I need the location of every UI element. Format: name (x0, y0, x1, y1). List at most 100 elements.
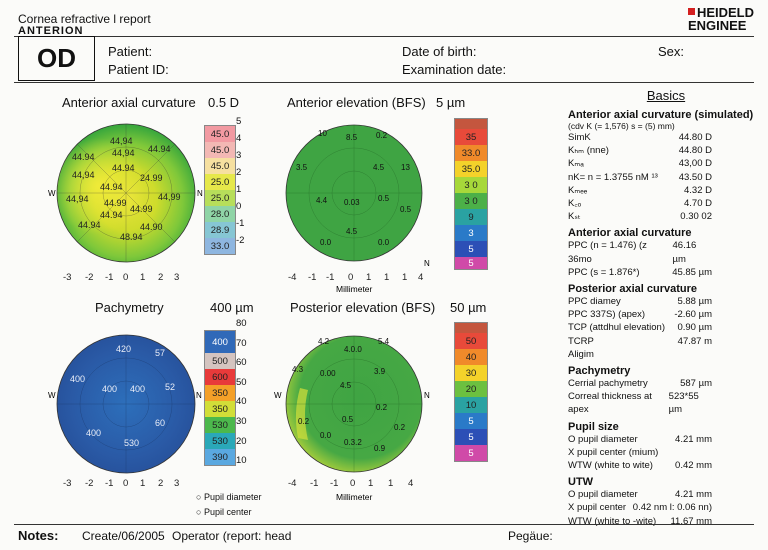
x-tick: 1 (402, 272, 407, 283)
metric-row: PPC 337S) (apex) -2.60 µm (568, 308, 764, 321)
scale-tick: 30 (236, 415, 247, 427)
scale-swatch: 390 (205, 449, 235, 465)
ant-axial-step: 0.5 D (208, 95, 240, 110)
metric-label: SimK (568, 132, 591, 143)
x-tick: -1 (326, 272, 334, 283)
post-elev-value: 0.3.2 (344, 438, 362, 447)
post-elev-value: 4.2 (318, 337, 330, 346)
x-tick: -1 (105, 478, 113, 489)
section-subtitle: (cdv K (= 1,576) s = (5) mm) (568, 121, 675, 131)
metric-label: WTW (white to -wite) (568, 515, 657, 527)
scale-swatch: 5 (455, 413, 487, 429)
metric-value: 0.42 nm l: 0.06 nn) (632, 502, 712, 514)
compass-n-label: N (196, 391, 202, 400)
metric-label: Kₛₜ (568, 211, 581, 223)
post-elev-value: 5.4 (378, 337, 390, 346)
page-label: Pegäue: (508, 529, 553, 543)
post-elev-map: 4.2 4.0.0 5.4 4.3 0.00 3.9 4.5 0.2 0.5 0… (274, 335, 430, 502)
ant-axial-value: 44.94 (72, 152, 95, 162)
ant-axial-value: 44,94 (66, 194, 89, 204)
metric-value: 46.16 µm (672, 240, 697, 265)
x-axis-label: Millimeter (336, 492, 373, 502)
post-elev-value: 4.3 (292, 365, 304, 374)
ant-axial-value: 44,99 (158, 192, 181, 202)
pachy-value: 400 (102, 384, 117, 394)
scale-swatch: 3 0 (455, 193, 487, 209)
compass-n-label: N (424, 391, 430, 400)
ant-axial-value: 24.99 (140, 173, 163, 183)
section-rows: PPC diamey 5.88 µm PPC 337S) (apex) -2.60 µ… (568, 295, 764, 361)
x-tick: -2 (85, 478, 93, 489)
metric-row: WTW (white to -wite) 11.67 mm (568, 515, 764, 528)
metric-label: O pupil diameter (568, 489, 638, 501)
logo-mark-icon (687, 8, 695, 15)
section-rows: Cerrial pachymetry 587 µm Correal thicknes… (568, 377, 764, 417)
scale-swatch: 350 (205, 385, 235, 401)
metric-label: PPC diamey (568, 296, 621, 308)
created-date: Create/06/2005 (82, 529, 165, 543)
post-elev-value: 0.2 (394, 423, 406, 432)
scale-swatch: 20 (455, 381, 487, 397)
post-elev-step: 50 µm (450, 300, 487, 315)
compass-w-label: W (48, 189, 56, 198)
logo-line1: HEIDELD (696, 5, 754, 20)
post-elev-value: 0.2 (376, 403, 388, 412)
ant-elev-map: 10 8.5 0.2 3.5 4.5 13 4.4 0.03 0.5 0.5 4… (285, 124, 430, 294)
metric-row: K꜀ₒ 4.70 D (568, 197, 764, 210)
metric-value: 0.30 02 (680, 211, 712, 223)
metric-row: TCRP 47.87 m (568, 335, 764, 348)
metric-label: X pupil center (568, 502, 627, 514)
ant-axial-value: 44.94 (78, 220, 101, 230)
header-rule (14, 36, 754, 37)
scale-tick: 4 (236, 133, 242, 144)
scale-swatch: 40 (455, 349, 487, 365)
compass-w-label: W (48, 391, 56, 400)
post-elev-scale: 50 40 30 20 10 5 5 5 (454, 322, 488, 462)
scale-swatch: 9 (455, 209, 487, 225)
metric-row: PPC diamey 5.88 µm (568, 295, 764, 308)
scale-swatch: 25.0 (205, 190, 235, 206)
metric-label: O pupil diameter (568, 433, 638, 445)
ant-axial-value: 48.94 (120, 232, 143, 242)
pachy-step: 400 µm (210, 300, 254, 315)
metric-value: 0.90 µm (677, 322, 712, 334)
patient-rule (14, 82, 754, 83)
scale-swatch: 28.9 (205, 222, 235, 238)
scale-swatch: 30 (455, 365, 487, 381)
ant-elev-value: 8.5 (346, 133, 358, 142)
x-tick: 4 (408, 478, 413, 489)
scale-swatch: 45.0 (205, 142, 235, 158)
metric-value: 4.21 mm (675, 433, 712, 445)
metric-row: Kₘₐ 43,00 D (568, 157, 764, 170)
post-elev-title: Posterior elevation (BFS) (290, 300, 436, 315)
scale-swatch: 5 (455, 257, 487, 269)
legend-pupil-center: ○ Pupil center (196, 507, 251, 517)
x-tick: -3 (63, 478, 71, 489)
pachy-value: 57 (155, 348, 165, 358)
post-elev-value: 4.0.0 (344, 345, 362, 354)
scale-swatch: 35.0 (455, 161, 487, 177)
ant-axial-value: 44.94 (112, 163, 135, 173)
metric-row: Cerrial pachymetry 587 µm (568, 377, 764, 390)
scale-swatch: 5 (455, 241, 487, 257)
x-tick: 1 (366, 272, 371, 283)
scale-tick: 20 (236, 435, 247, 447)
ant-axial-value: 44.90 (140, 222, 163, 232)
scale-tick: -2 (236, 235, 245, 246)
scale-tick: 50 (236, 376, 247, 388)
x-tick: 0 (123, 478, 128, 489)
scale-swatch: 600 (205, 369, 235, 385)
scale-swatch: 10 (455, 397, 487, 413)
x-tick: 0 (350, 478, 355, 489)
post-elev-value: 3.9 (374, 367, 386, 376)
x-tick: -4 (288, 478, 296, 489)
scale-swatch: 35 (455, 129, 487, 145)
section-title: Pachymetry (568, 365, 631, 378)
ant-axial-value: 44.94 (100, 182, 123, 192)
post-elev-value: 4.5 (340, 381, 352, 390)
scale-swatch: 400 (205, 331, 235, 353)
metric-label: Cerrial pachymetry (568, 378, 648, 390)
pachy-title: Pachymetry (95, 300, 164, 315)
scale-swatch: 33.0 (205, 238, 235, 254)
